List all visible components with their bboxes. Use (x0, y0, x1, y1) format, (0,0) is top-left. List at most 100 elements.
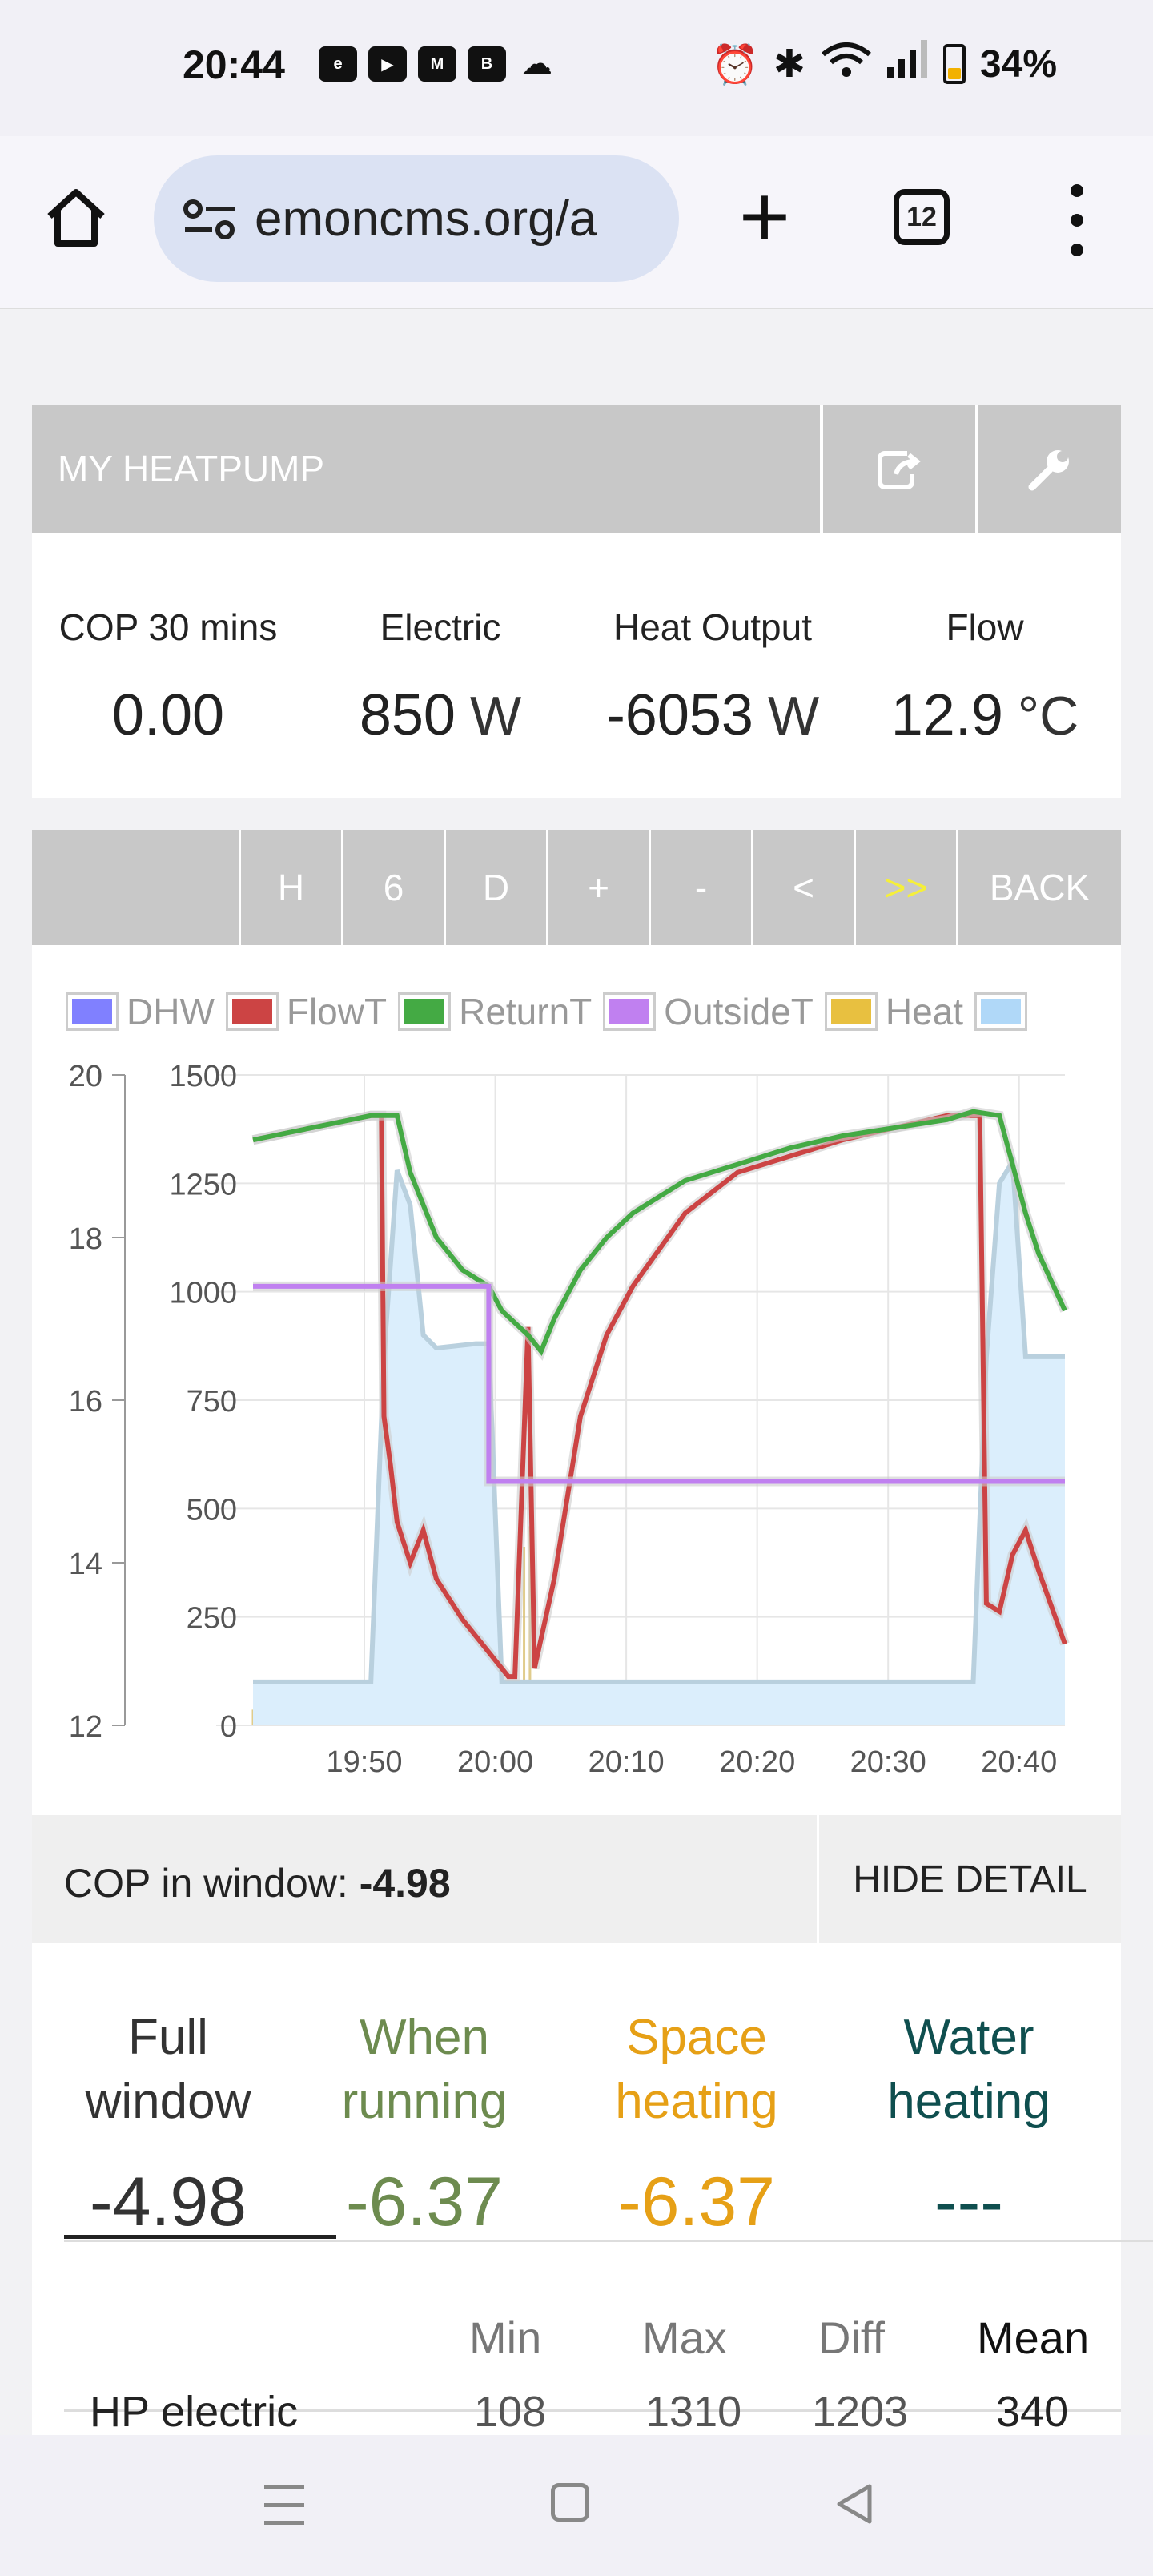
system-status: ⏰ ✱ 34% (711, 40, 1057, 88)
nav-day-button[interactable]: D (444, 830, 546, 945)
legend-item[interactable] (974, 992, 1028, 1031)
url-bar[interactable]: emoncms.org/a (154, 155, 679, 282)
url-text[interactable]: emoncms.org/a (255, 191, 597, 247)
app-header: MY HEATPUMP (32, 405, 1121, 533)
y-left-tick-label: 16 (69, 1385, 102, 1419)
back-button[interactable]: BACK (956, 830, 1121, 945)
back-nav-button[interactable] (833, 2481, 874, 2526)
legend-swatch (225, 992, 279, 1031)
y-left-tick-label: 18 (69, 1222, 102, 1256)
series-line-returnt (252, 1109, 1067, 1356)
divider (64, 2240, 1153, 2242)
stat-electric: Electric 850 W (359, 606, 522, 747)
notification-icons: e ▶ M B ☁ (319, 46, 556, 82)
battery-icon (942, 44, 966, 84)
legend-item[interactable]: FlowT (225, 990, 388, 1033)
legend-swatch (398, 992, 452, 1031)
status-bar: 20:44 e ▶ M B ☁ ⏰ ✱ 34% (0, 0, 1153, 136)
y-left-tick-label: 14 (69, 1548, 102, 1581)
legend-label: OutsideT (664, 991, 814, 1032)
col-mean: Mean (977, 2312, 1090, 2363)
pan-right-button[interactable]: >> (854, 830, 956, 945)
stat-heat-output: Heat Output -6053 W (605, 606, 820, 747)
site-settings-icon[interactable] (178, 195, 242, 243)
y-right-tick-label: 250 (187, 1602, 237, 1636)
x-tick-label: 20:30 (850, 1745, 926, 1779)
series-shadow (251, 1106, 1070, 1361)
home-button[interactable] (40, 181, 112, 253)
series-line-outsidet (253, 1283, 1065, 1484)
col-max: Max (642, 2312, 727, 2363)
table-row: HP electric 108 1310 1203 340 (0, 2387, 1153, 2436)
browser-menu-button[interactable] (1057, 184, 1097, 256)
cop-window: COP in window: -4.98 (64, 1861, 451, 1906)
bluetooth-icon: ✱ (773, 43, 805, 86)
mode-water-heating[interactable]: Water heating --- (887, 2010, 1051, 2240)
row-min: 108 (474, 2388, 547, 2436)
browser-toolbar: emoncms.org/a + 12 (0, 136, 1153, 309)
y-left-tick-label: 20 (69, 1060, 102, 1093)
y-right-tick-label: 1000 (169, 1277, 237, 1310)
active-mode-underline (64, 2235, 336, 2239)
y-left-tick-label: 12 (69, 1710, 102, 1744)
home-nav-button[interactable] (551, 2483, 589, 2522)
legend-item[interactable]: DHW (66, 990, 215, 1033)
series-area (253, 1161, 1065, 1725)
chart-nav-bar: H 6 D + - < >> BACK (32, 830, 1121, 945)
y-right-tick-label: 750 (187, 1385, 237, 1419)
signal-icon (886, 40, 929, 88)
new-tab-button[interactable]: + (738, 167, 791, 266)
row-diff: 1203 (812, 2388, 909, 2436)
mode-space-heating[interactable]: Space heating -6.37 (615, 2010, 778, 2240)
chart-panel: DHW FlowT ReturnT OutsideT Heat 1500 1250 1000… (32, 945, 1121, 1815)
col-diff: Diff (818, 2312, 885, 2363)
zoom-out-button[interactable]: - (649, 830, 751, 945)
legend-swatch (824, 992, 878, 1031)
mode-when-running[interactable]: When running -6.37 (341, 2010, 508, 2240)
nav-6h-button[interactable]: 6 (341, 830, 444, 945)
y-right-tick-label: 0 (220, 1710, 237, 1744)
x-tick-label: 20:20 (719, 1745, 795, 1779)
legend-item[interactable]: ReturnT (398, 990, 592, 1033)
alarm-icon: ⏰ (710, 43, 759, 87)
page-title: MY HEATPUMP (58, 448, 325, 489)
tab-switcher-button[interactable]: 12 (894, 189, 950, 245)
y-right-tick-label: 500 (187, 1493, 237, 1527)
pan-left-button[interactable]: < (751, 830, 854, 945)
share-icon (878, 451, 921, 489)
hide-detail-button[interactable]: HIDE DETAIL (817, 1815, 1121, 1943)
detail-panel: Full window -4.98 When running -6.37 Spa… (32, 1943, 1153, 2440)
row-max: 1310 (645, 2388, 742, 2436)
ebay-icon: e (319, 46, 357, 82)
mode-full-window[interactable]: Full window -4.98 (85, 2010, 251, 2240)
recents-button[interactable] (264, 2485, 304, 2525)
legend-label: FlowT (286, 991, 388, 1032)
gmail-icon: M (418, 46, 456, 82)
b-icon: B (468, 46, 506, 82)
cop-window-bar: COP in window: -4.98 HIDE DETAIL (32, 1815, 1121, 1943)
y-right-tick-label: 1250 (169, 1168, 237, 1201)
wrench-icon (1028, 450, 1069, 491)
heatpump-chart[interactable]: 1500 1250 1000 750 500 250 0 20 18 16 14 12 19:50 20:… (32, 945, 1121, 1815)
series-line-flowt (252, 1113, 1067, 1680)
divider (64, 2409, 1121, 2412)
share-button[interactable] (820, 405, 975, 533)
x-tick-label: 20:40 (981, 1745, 1057, 1779)
y-right-tick-label: 1500 (169, 1060, 237, 1093)
legend-swatch (66, 992, 119, 1031)
series-line (253, 1153, 1065, 1684)
row-label: HP electric (90, 2388, 299, 2436)
page-content: MY HEATPUMP COP 30 mins 0.00 Electric 85… (32, 405, 1153, 2440)
youtube-icon: ▶ (368, 46, 407, 82)
home-icon (47, 189, 105, 247)
legend-label: DHW (127, 991, 215, 1032)
legend-item[interactable]: OutsideT (603, 990, 814, 1033)
battery-percent: 34% (979, 42, 1057, 86)
legend-item[interactable]: Heat (824, 990, 963, 1033)
legend-swatch (603, 992, 657, 1031)
zoom-in-button[interactable]: + (546, 830, 649, 945)
x-tick-label: 20:10 (589, 1745, 665, 1779)
settings-button[interactable] (975, 405, 1121, 533)
cloud-icon: ☁ (520, 46, 552, 82)
nav-hour-button[interactable]: H (239, 830, 341, 945)
